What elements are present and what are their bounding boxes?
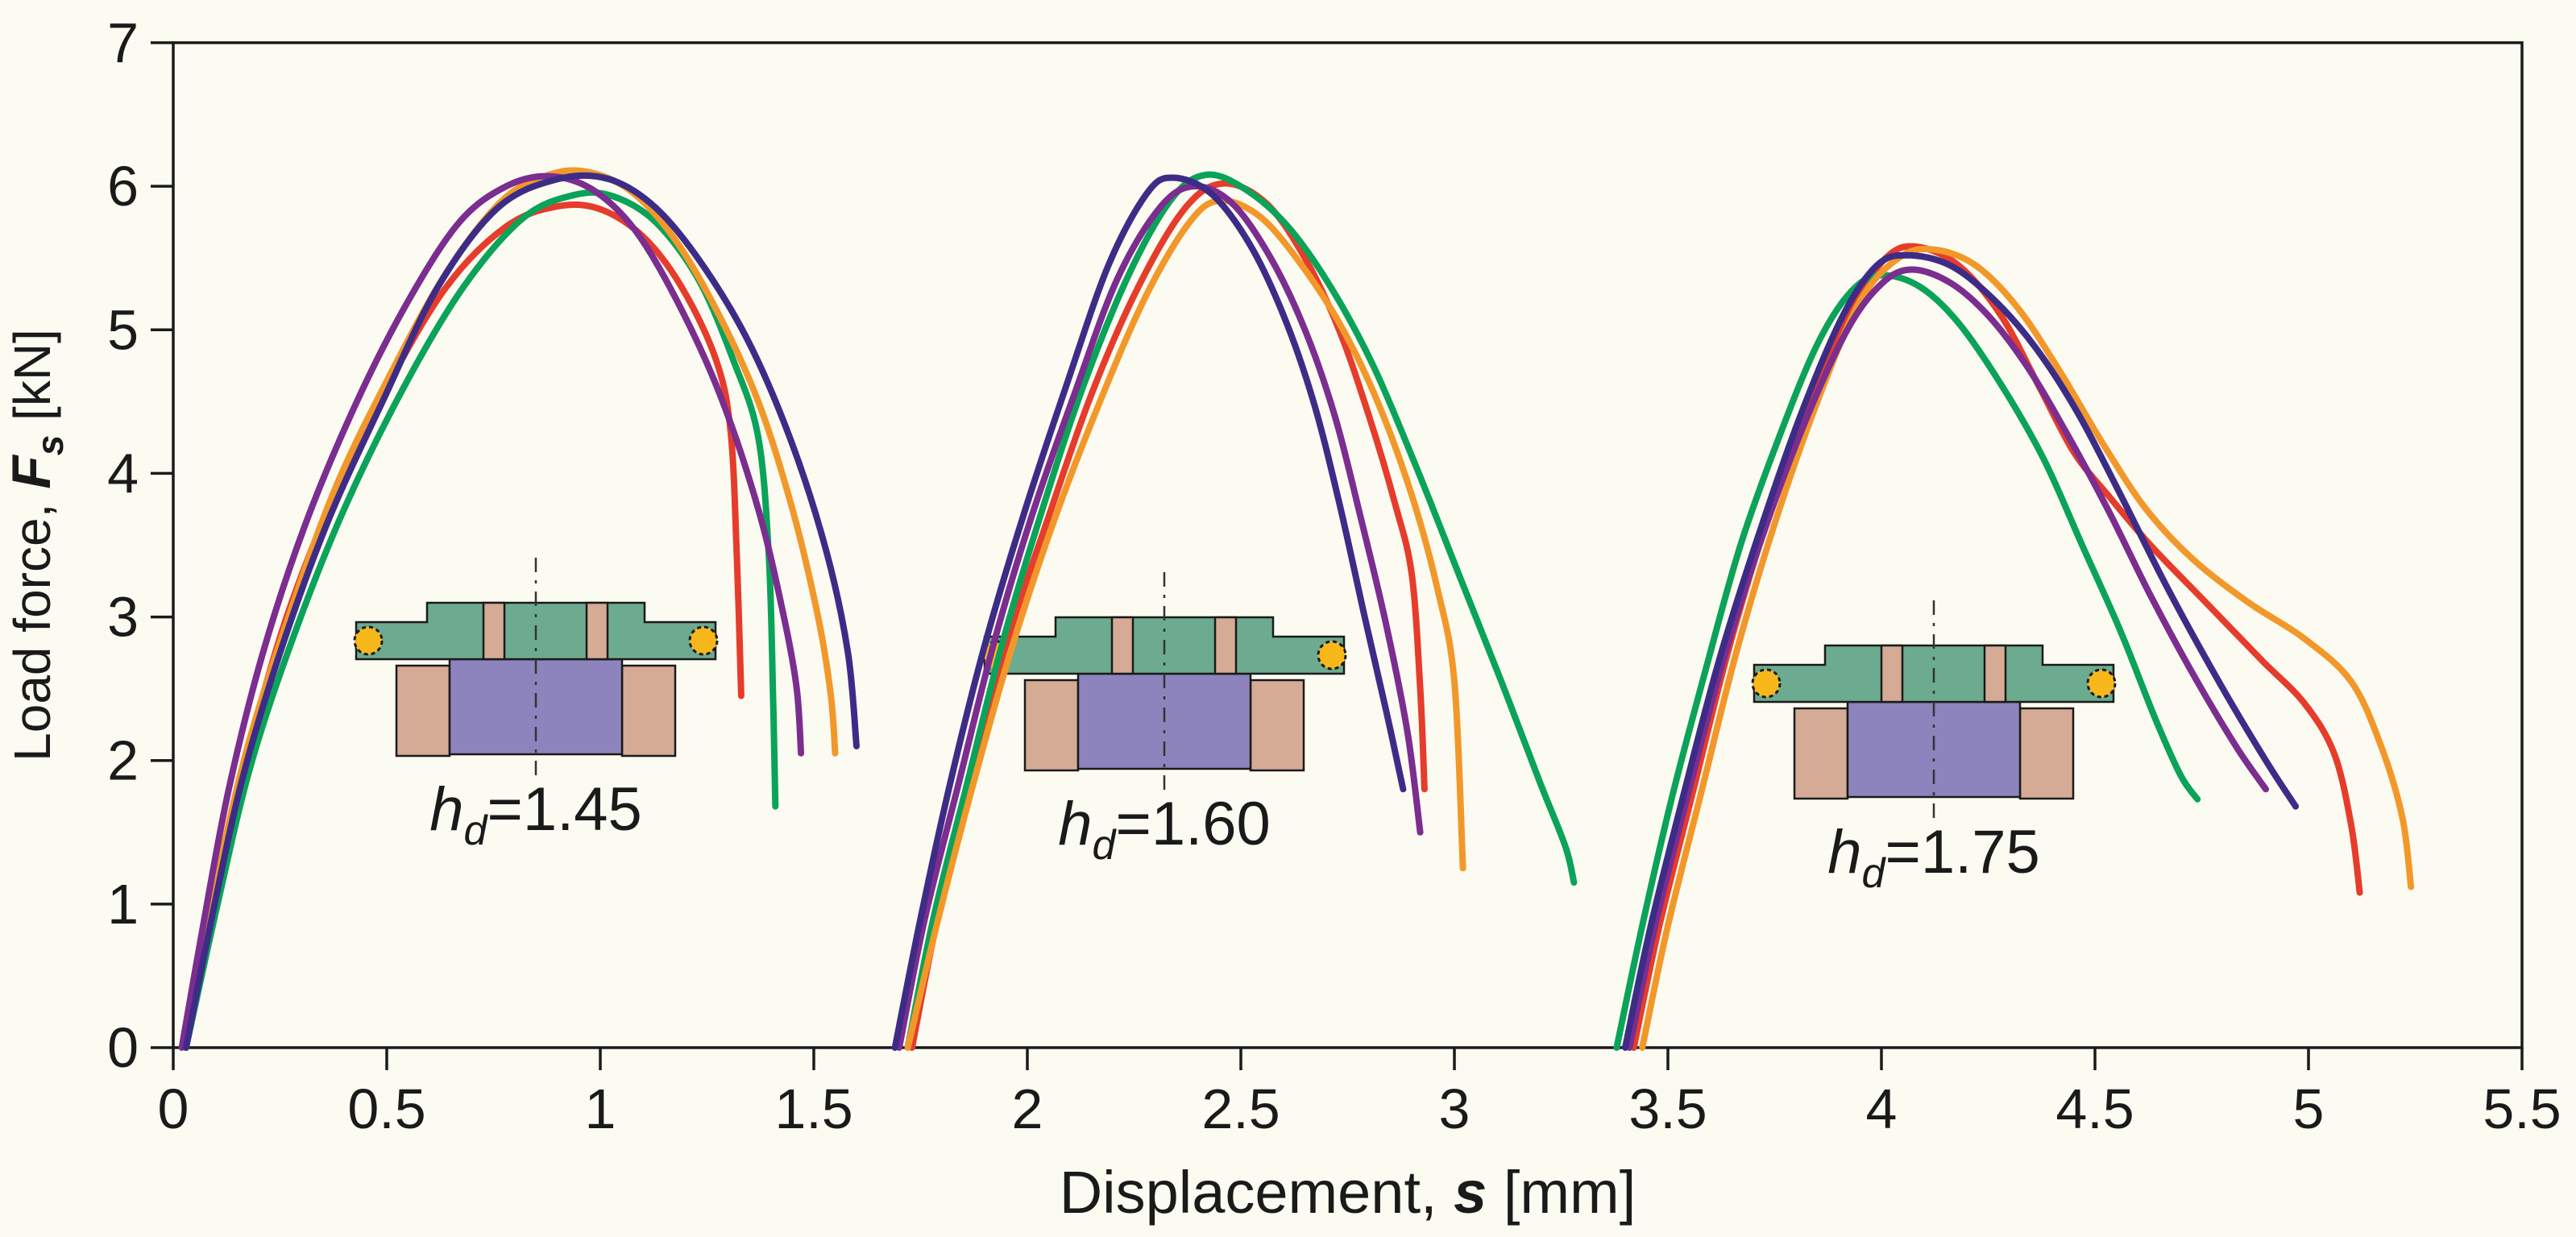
x-tick-label: 5 [2293, 1077, 2325, 1140]
roller-support-right [2086, 668, 2117, 699]
y-tick-label: 2 [107, 729, 139, 792]
inset-label: hd=1.60 [1058, 790, 1271, 869]
x-tick-label: 2.5 [1201, 1077, 1280, 1140]
curve-group [891, 171, 1578, 1051]
die-block-right [620, 664, 677, 758]
plot-frame [172, 41, 2524, 1049]
curve-group [1613, 243, 2415, 1051]
y-tick-label: 3 [107, 586, 139, 649]
joint-strip-left [482, 601, 506, 661]
curve-group [178, 167, 860, 1051]
joint-strip-right [1983, 644, 2007, 704]
load-curve-trial-indigo [891, 174, 1407, 1051]
x-tick-label: 2 [1012, 1077, 1043, 1140]
y-tick-label: 6 [107, 155, 139, 218]
y-tick-label: 0 [107, 1016, 139, 1079]
inset-label: hd=1.75 [1827, 818, 2040, 897]
x-tick-label: 3.5 [1628, 1077, 1707, 1140]
load-curve-trial-violet [178, 172, 805, 1051]
load-curve-trial-violet [896, 183, 1424, 1051]
die-block-right [1249, 679, 1305, 772]
load-curve-trial-green [904, 171, 1578, 1051]
joint-cross-section-inset [353, 558, 719, 777]
die-block-left [1793, 707, 1849, 800]
x-tick-label: 4.5 [2055, 1077, 2134, 1140]
y-axis-title: Load force, Fs [kN] [1, 329, 71, 762]
x-tick-label: 3 [1439, 1077, 1471, 1140]
x-axis-title: Displacement, s [mm] [1060, 1159, 1636, 1226]
roller-support-left [1751, 668, 1782, 699]
joint-cross-section-inset [1751, 600, 2117, 820]
load-curve-trial-indigo [182, 172, 860, 1051]
load-curve-trial-orange [1639, 246, 2415, 1051]
y-tick-label: 7 [107, 11, 139, 74]
joint-cross-section-inset [981, 572, 1347, 791]
y-tick-label: 4 [107, 442, 139, 504]
die-block-left [1023, 679, 1080, 772]
y-tick-label: 1 [107, 873, 139, 936]
joint-strip-right [585, 601, 609, 661]
load-curve-trial-orange [904, 197, 1466, 1051]
joint-strip-right [1213, 616, 1238, 675]
load-curve-trial-violet [1626, 266, 2269, 1051]
roller-support-left [353, 625, 384, 656]
x-tick-label: 1.5 [774, 1077, 852, 1140]
x-tick-label: 0 [158, 1077, 189, 1140]
inset-label: hd=1.45 [429, 775, 642, 854]
load-curve-trial-indigo [1622, 251, 2300, 1051]
joint-strip-left [1880, 644, 1904, 704]
roller-support-right [688, 625, 719, 656]
die-block-left [395, 664, 451, 758]
die-block-right [2018, 707, 2075, 800]
roller-support-right [1317, 640, 1347, 670]
y-tick-label: 5 [107, 298, 139, 361]
x-tick-label: 4 [1866, 1077, 1898, 1140]
x-tick-label: 5.5 [2483, 1077, 2561, 1140]
x-tick-label: 1 [585, 1077, 616, 1140]
joint-strip-left [1110, 616, 1135, 675]
load-curve-trial-green [182, 189, 779, 1051]
x-tick-label: 0.5 [347, 1077, 425, 1140]
